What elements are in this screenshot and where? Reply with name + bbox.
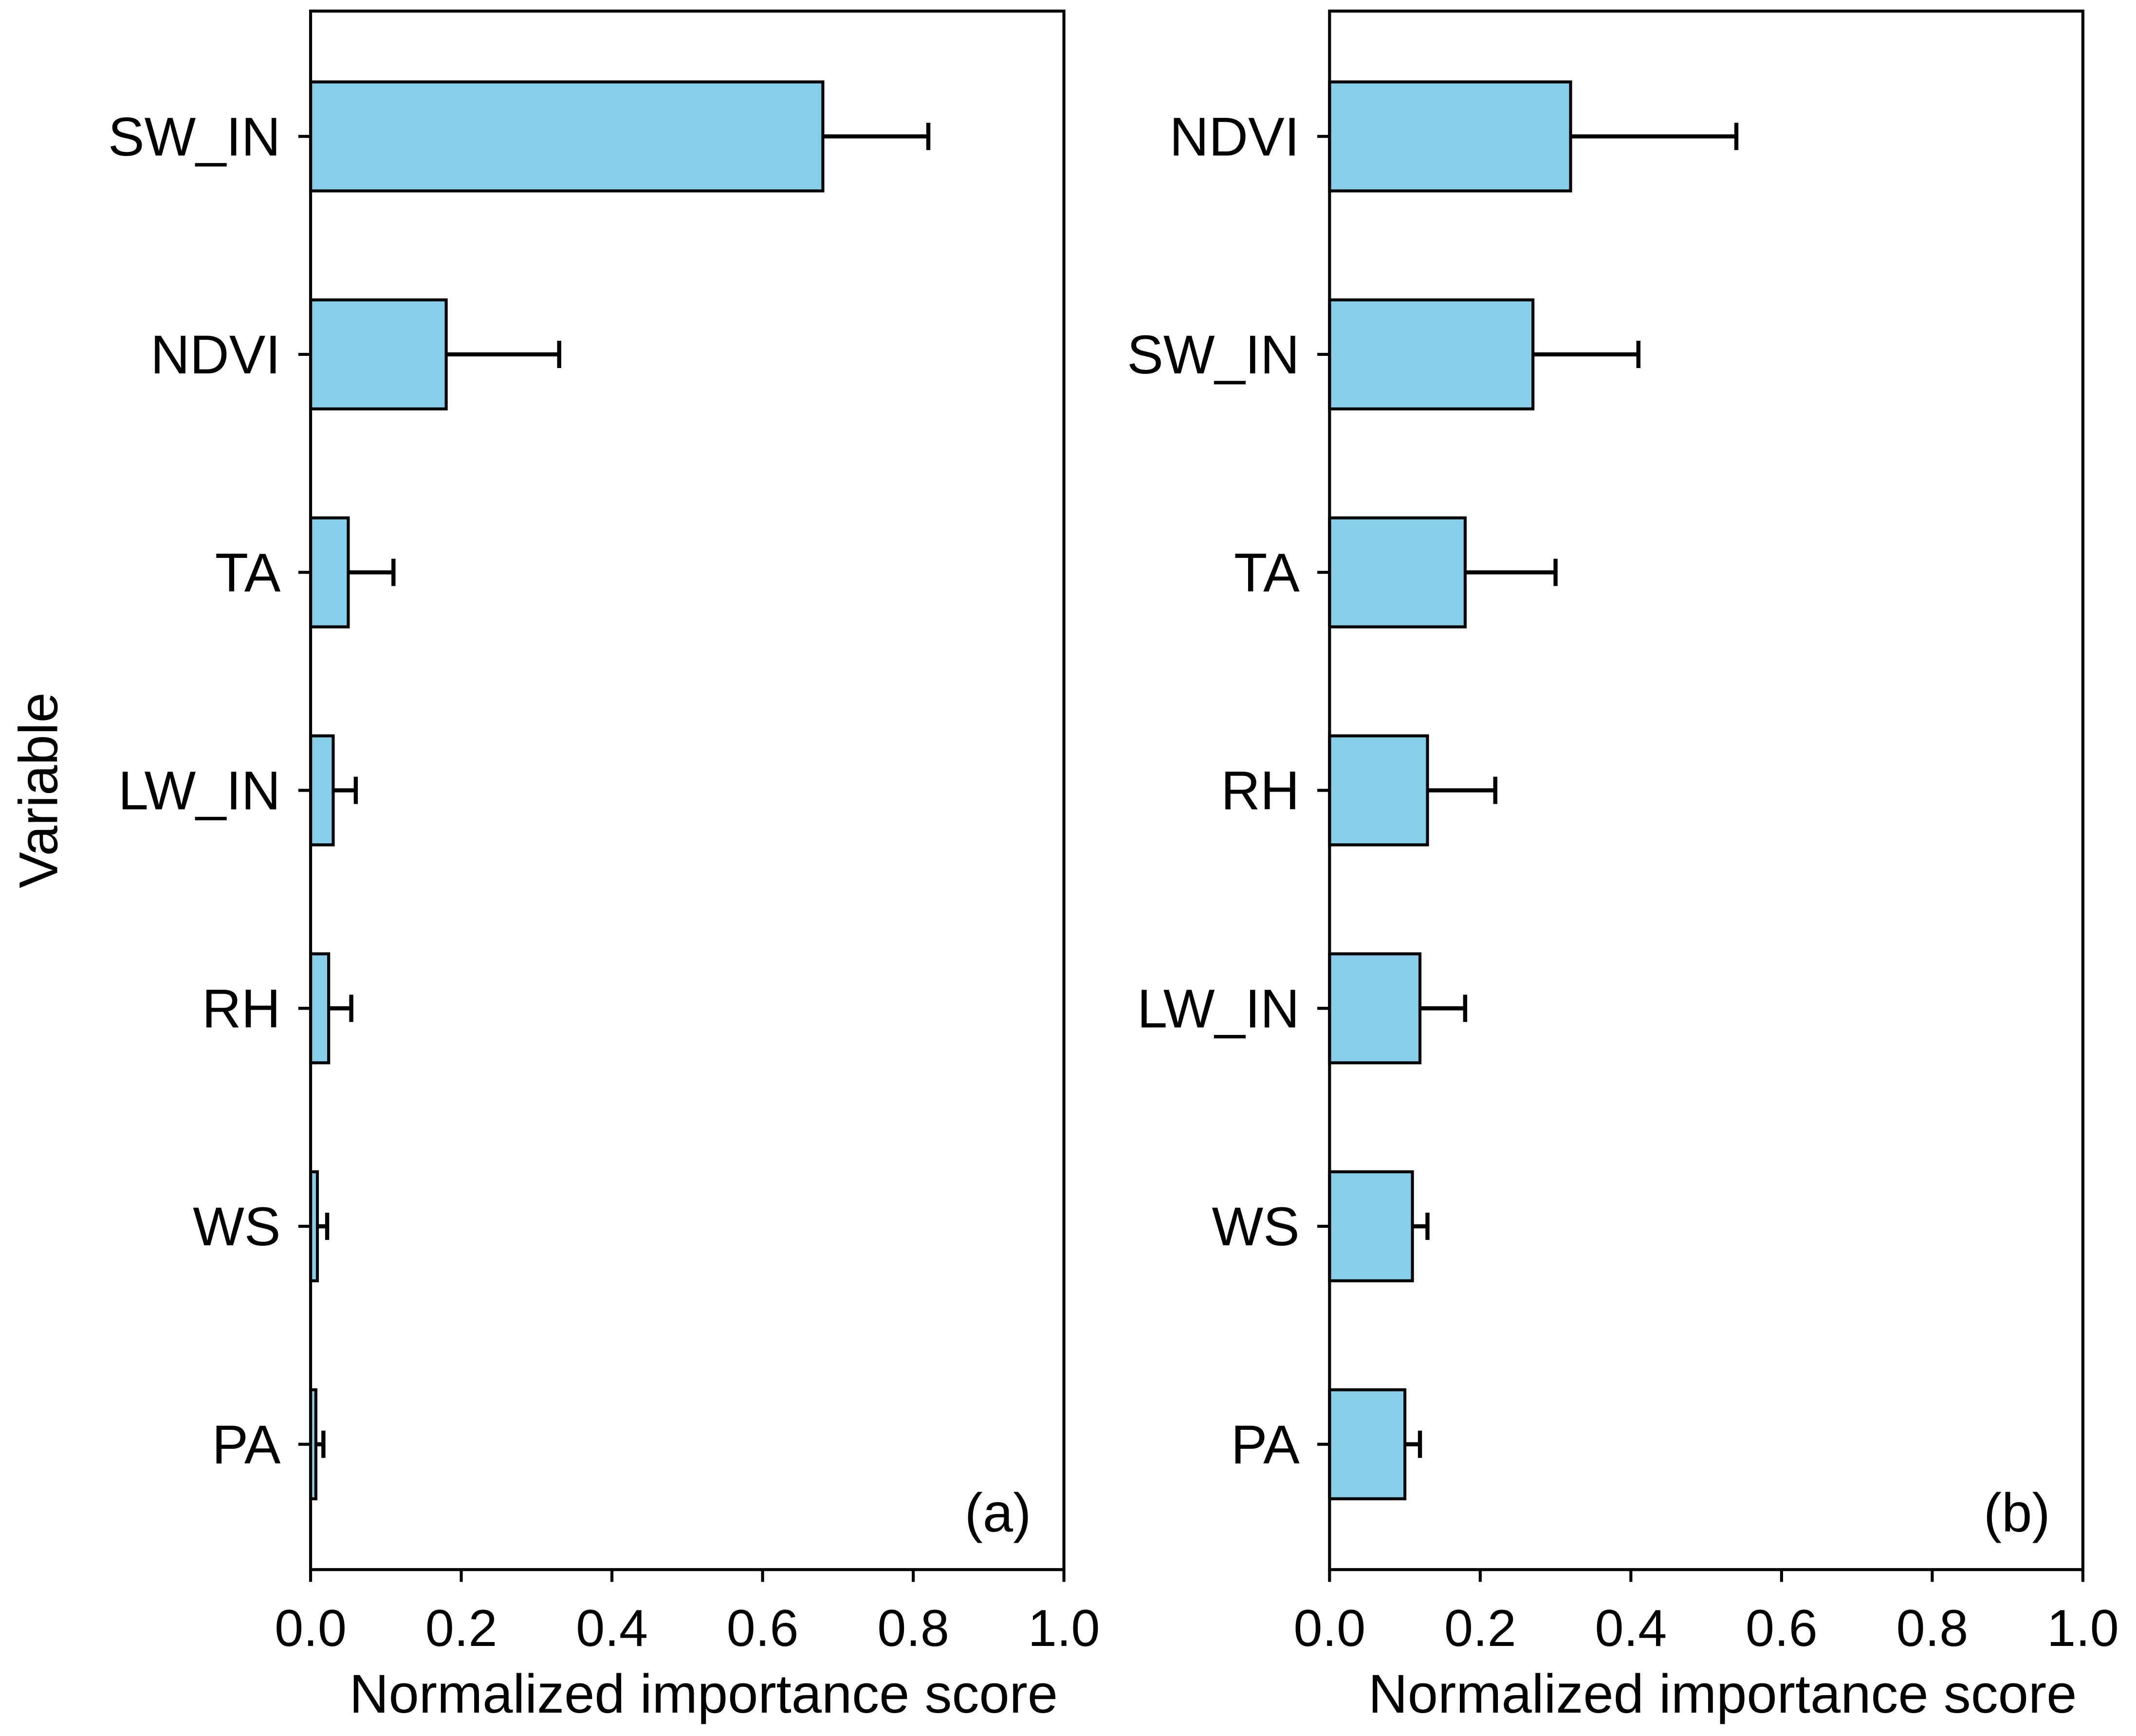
x-tick-label: 0.2 (1444, 1599, 1516, 1657)
bar (309, 298, 448, 410)
y-tick-label: RH (202, 978, 281, 1039)
plot-frame (1328, 9, 2084, 1571)
y-tick-label: TA (1234, 542, 1300, 603)
x-tick-label: 0.4 (576, 1599, 648, 1657)
y-tick-label: SW_IN (1127, 324, 1299, 385)
x-tick-label: 0.6 (727, 1599, 799, 1657)
bar (309, 516, 350, 628)
bar (1328, 734, 1429, 847)
x-tick-label: 0.0 (1293, 1599, 1365, 1657)
y-axis-label: Variable (8, 692, 69, 888)
y-tick-label: WS (193, 1196, 280, 1257)
y-tick-label: TA (215, 542, 281, 603)
y-tick-label: PA (212, 1414, 280, 1475)
x-tick-label: 0.2 (425, 1599, 497, 1657)
bar (1328, 1388, 1407, 1500)
y-tick-label: RH (1221, 760, 1300, 821)
bar (1328, 80, 1572, 193)
bar (1328, 952, 1422, 1065)
bar (1328, 1170, 1414, 1283)
plot-frame (309, 9, 1066, 1571)
y-tick-label: NDVI (1169, 106, 1299, 167)
y-tick-label: LW_IN (1137, 978, 1300, 1039)
x-tick-label: 1.0 (2047, 1599, 2119, 1657)
x-axis-label: Normalized importance score (350, 1663, 1058, 1724)
y-tick-label: WS (1212, 1196, 1299, 1257)
y-tick-label: NDVI (150, 324, 280, 385)
x-tick-label: 0.8 (877, 1599, 949, 1657)
bar (1328, 298, 1535, 410)
x-axis-label: Normalized importance score (1368, 1663, 2077, 1724)
x-tick-label: 0.0 (275, 1599, 347, 1657)
x-tick-label: 0.4 (1595, 1599, 1667, 1657)
x-tick-label: 0.8 (1896, 1599, 1968, 1657)
y-tick-label: LW_IN (118, 760, 281, 821)
panel-label: (a) (965, 1482, 1031, 1543)
y-tick-label: SW_IN (108, 106, 280, 167)
bar (309, 734, 335, 847)
bar (309, 952, 331, 1065)
x-tick-label: 0.6 (1746, 1599, 1818, 1657)
bar (309, 80, 825, 193)
panel-label: (b) (1984, 1482, 2050, 1543)
y-tick-label: PA (1231, 1414, 1300, 1475)
bar (1328, 516, 1467, 628)
x-tick-label: 1.0 (1028, 1599, 1100, 1657)
